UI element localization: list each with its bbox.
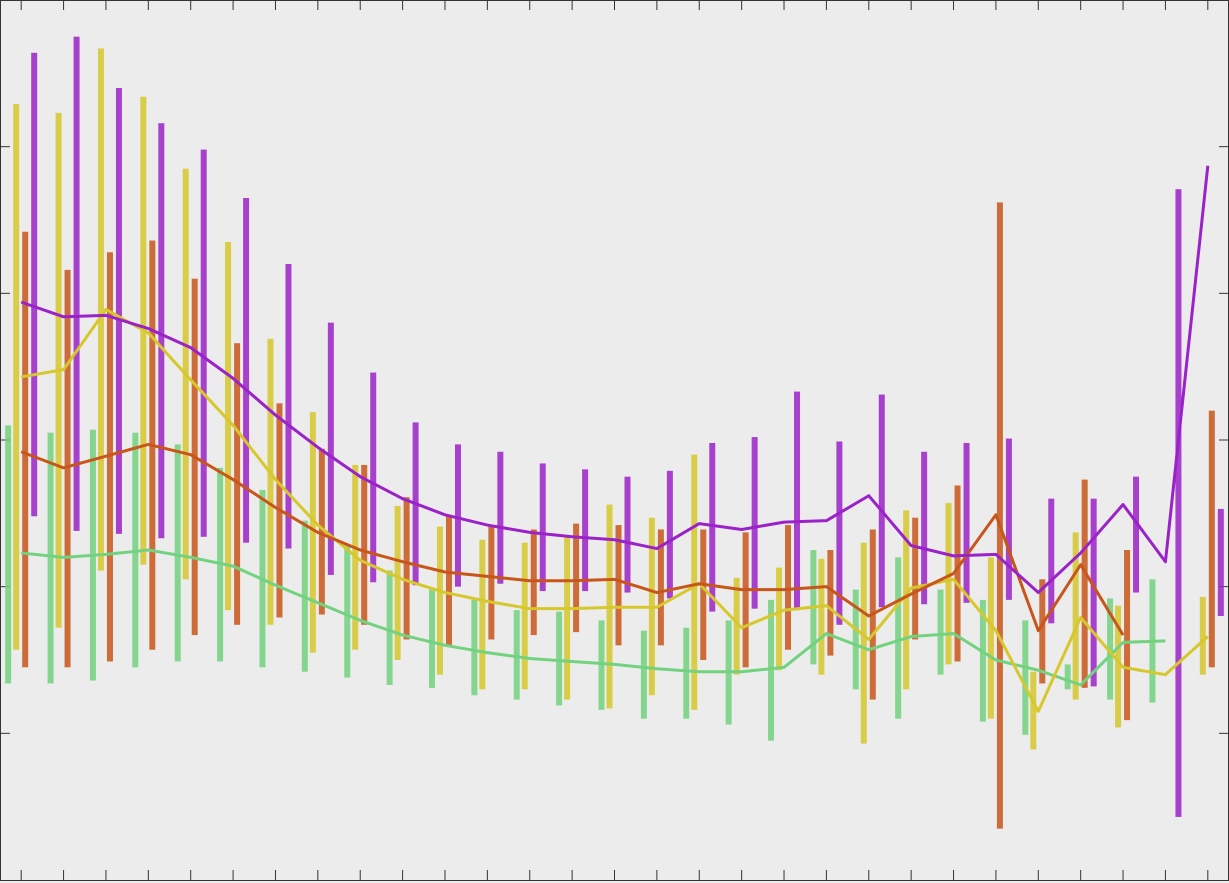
range-bar	[751, 437, 758, 609]
range-bar	[454, 444, 461, 587]
range-bar	[1208, 410, 1215, 668]
range-bar	[683, 627, 690, 719]
range-bar	[370, 372, 377, 583]
range-bar	[31, 52, 38, 517]
range-bar	[361, 464, 368, 625]
range-bar	[1022, 620, 1029, 735]
range-bar	[1217, 508, 1224, 616]
range-bar	[912, 517, 919, 640]
range-bar	[471, 599, 478, 696]
range-bar	[47, 432, 54, 684]
range-bar	[691, 454, 698, 710]
range-bar	[309, 412, 316, 653]
range-bar	[225, 242, 232, 611]
range-bar	[666, 470, 673, 599]
range-bar	[1124, 550, 1131, 721]
range-bar	[954, 485, 961, 662]
range-bar	[836, 441, 843, 625]
range-bar	[598, 620, 605, 710]
series-line	[20, 307, 1209, 713]
range-bar	[827, 550, 834, 656]
range-bar	[479, 539, 486, 690]
range-bar	[344, 545, 351, 678]
range-bar	[115, 88, 122, 534]
range-bar	[1133, 476, 1140, 593]
range-bar	[436, 526, 443, 675]
range-bar	[785, 525, 792, 650]
range-bar	[403, 497, 410, 640]
range-bar	[158, 123, 165, 539]
range-bar	[1081, 479, 1088, 688]
range-bar	[445, 514, 452, 646]
range-bar	[878, 394, 885, 608]
range-bar	[895, 557, 902, 719]
range-bar	[624, 476, 631, 593]
range-bar	[428, 589, 435, 688]
range-bar	[1039, 579, 1046, 684]
range-bar	[1064, 664, 1071, 690]
range-bar	[1115, 605, 1122, 728]
range-bar	[564, 536, 571, 700]
range-bar	[903, 510, 910, 690]
range-bar	[539, 463, 546, 592]
range-bar	[640, 630, 647, 719]
series-line	[21, 548, 1166, 687]
range-bar	[1107, 598, 1114, 700]
range-bar	[13, 104, 20, 650]
range-bar	[488, 525, 495, 640]
range-bar	[1072, 532, 1079, 700]
range-bar	[582, 469, 589, 592]
range-bar	[22, 231, 29, 668]
range-bar	[394, 506, 401, 660]
range-bar	[106, 252, 113, 662]
range-bar	[794, 391, 801, 611]
range-bar	[521, 542, 528, 690]
range-bar	[200, 149, 207, 537]
range-bar	[937, 589, 944, 675]
range-bar	[852, 589, 859, 690]
range-bar	[700, 529, 707, 660]
range-bar	[1090, 498, 1097, 687]
range-bar	[709, 442, 716, 612]
range-bar	[267, 338, 274, 625]
range-bar	[497, 451, 504, 584]
range-bar	[386, 570, 393, 685]
range-bar	[64, 269, 71, 668]
range-bar	[733, 577, 740, 675]
range-bar	[921, 451, 928, 605]
range-bar	[979, 599, 986, 722]
range-bar	[573, 523, 580, 633]
range-bar	[1199, 596, 1206, 675]
range-bar	[1175, 189, 1182, 817]
range-bar	[987, 557, 994, 719]
range-bar	[742, 532, 749, 668]
range-bar	[174, 444, 181, 662]
range-bar	[97, 48, 104, 571]
range-bar	[318, 448, 325, 615]
range-bar	[1005, 438, 1012, 600]
range-bar	[615, 525, 622, 646]
range-bar	[73, 36, 80, 531]
range-bar	[776, 567, 783, 671]
range-bar	[963, 442, 970, 603]
range-bar	[327, 322, 334, 575]
range-bar	[1030, 671, 1037, 750]
range-bar	[860, 542, 867, 744]
range-bar	[818, 558, 825, 675]
series-line	[20, 165, 1210, 595]
range-bar	[243, 198, 250, 543]
series-line	[20, 442, 1125, 636]
range-bar	[5, 425, 12, 684]
range-bar	[1048, 498, 1055, 624]
range-bar	[945, 503, 952, 665]
range-bar	[768, 599, 775, 741]
range-bar	[996, 202, 1003, 829]
range-bar	[285, 264, 292, 549]
range-bar	[556, 611, 563, 706]
range-bar	[513, 610, 520, 700]
range-bar	[657, 529, 664, 646]
